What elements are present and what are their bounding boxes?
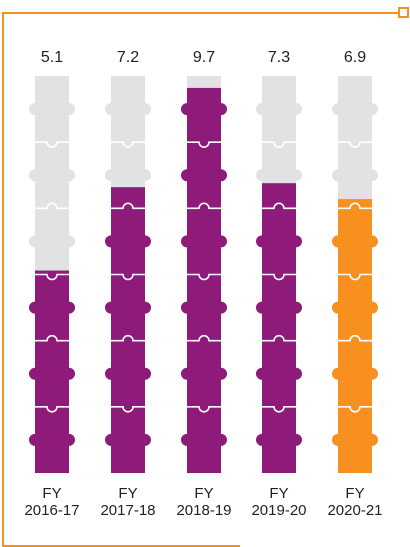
bar-column-2 — [181, 76, 228, 473]
puzzle-seam — [181, 406, 228, 413]
puzzle-seam — [105, 202, 151, 210]
puzzle-seam — [105, 406, 151, 413]
puzzle-seam — [256, 406, 302, 413]
puzzle-seam — [29, 406, 75, 413]
bar-fill — [29, 270, 75, 473]
puzzle-seam — [29, 202, 75, 210]
puzzle-seam — [29, 334, 75, 342]
bar-fill — [256, 183, 302, 473]
bar-fill — [105, 187, 151, 473]
bar-value-label: 9.7 — [192, 49, 216, 66]
category-label: FY 2019-20 — [251, 485, 307, 519]
bar-column-3 — [256, 76, 302, 473]
bar-value-label: 5.1 — [40, 49, 64, 66]
bar-value-label: 7.3 — [267, 49, 291, 66]
puzzle-seam — [256, 334, 302, 342]
bar-fill — [181, 87, 228, 473]
category-label: FY 2020-21 — [327, 485, 383, 519]
puzzle-seam — [181, 141, 228, 148]
puzzle-seam — [256, 202, 302, 210]
category-label: FY 2018-19 — [176, 485, 232, 519]
puzzle-seam — [332, 202, 378, 210]
puzzle-seam — [29, 141, 75, 148]
puzzle-seam — [256, 141, 302, 148]
puzzle-seam — [29, 273, 75, 281]
bar-column-1 — [105, 76, 151, 473]
puzzle-seam — [105, 334, 151, 342]
bar-column-4 — [332, 76, 378, 473]
puzzle-seam — [332, 406, 378, 413]
category-label: FY 2017-18 — [100, 485, 156, 519]
puzzle-seam — [181, 334, 228, 342]
puzzle-seam — [105, 273, 151, 281]
bar-value-label: 7.2 — [116, 49, 140, 66]
bar-column-0 — [29, 76, 75, 473]
bar-value-label: 6.9 — [343, 49, 367, 66]
puzzle-seam — [332, 273, 378, 281]
puzzle-seam — [105, 141, 151, 148]
puzzle-seam — [256, 273, 302, 281]
category-label: FY 2016-17 — [24, 485, 80, 519]
puzzle-seam — [332, 334, 378, 342]
puzzle-seam — [181, 202, 228, 210]
puzzle-seam — [332, 141, 378, 148]
puzzle-seam — [181, 273, 228, 281]
